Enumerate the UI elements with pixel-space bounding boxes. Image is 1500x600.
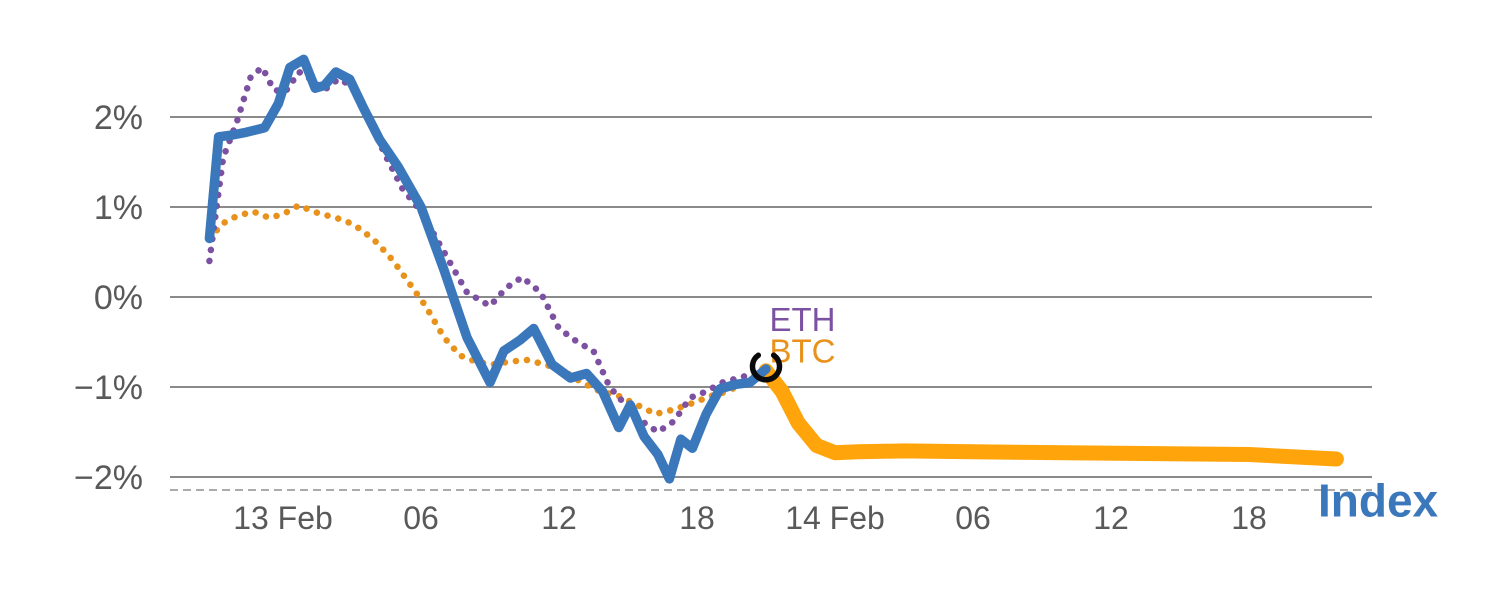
btc-live-line (758, 363, 1344, 467)
x-tick-label: 18 (679, 500, 715, 536)
series-layer (204, 54, 1344, 484)
y-tick-label: 1% (94, 189, 143, 227)
tick-layer: 2% 1% 0% −1% −2% 13 Feb 06 12 18 14 Feb 06 12 18 (74, 99, 1267, 536)
x-tick-label: 18 (1231, 500, 1267, 536)
y-tick-label: 2% (94, 99, 143, 137)
x-tick-label: 13 Feb (233, 500, 333, 536)
x-tick-label: 12 (541, 500, 577, 536)
loading-spinner-icon (749, 352, 783, 383)
grid-layer (170, 116, 1372, 491)
x-tick-label: 06 (955, 500, 991, 536)
y-tick-label: 0% (94, 279, 143, 317)
x-tick-label: 06 (403, 500, 439, 536)
eth-line (206, 64, 770, 436)
index-line (204, 54, 771, 484)
annotation-layer: ETH BTC Index (749, 301, 1439, 527)
y-tick-label: −1% (74, 369, 143, 407)
eth-series-label: ETH (769, 301, 835, 338)
x-tick-label: 14 Feb (785, 500, 885, 536)
index-series-label: Index (1318, 475, 1439, 527)
y-tick-label: −2% (74, 459, 143, 497)
x-tick-label: 12 (1093, 500, 1129, 536)
